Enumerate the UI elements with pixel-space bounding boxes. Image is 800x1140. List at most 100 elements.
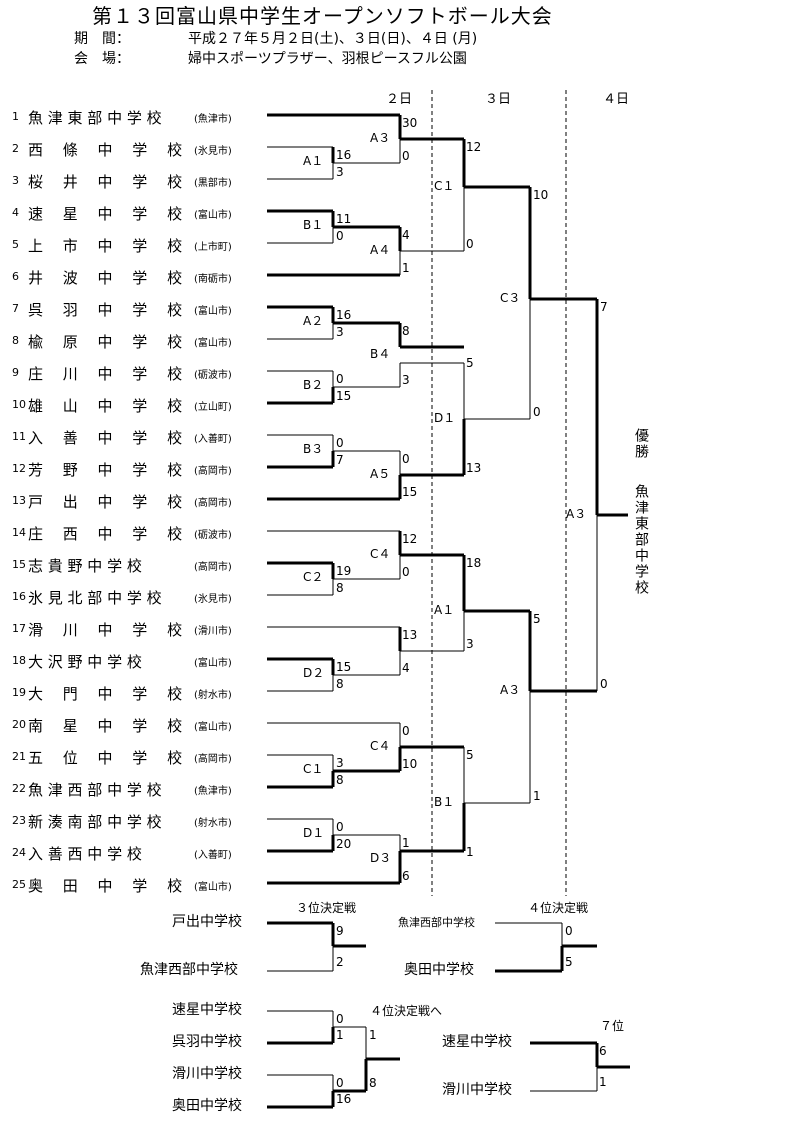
team-name: 井 波 中 学 校	[28, 269, 183, 287]
team-number: 9	[12, 366, 19, 379]
team-row: 7 呉 羽 中 学 校 (富山市)	[12, 297, 262, 319]
score: 3	[336, 165, 344, 179]
team-name: 上 市 中 学 校	[28, 237, 183, 255]
score: 8	[336, 677, 344, 691]
team-number: 14	[12, 526, 26, 539]
score: 19	[336, 564, 352, 578]
score: 5	[565, 955, 573, 969]
team-row: 15 志 貴 野 中 学 校 (高岡市)	[12, 553, 262, 575]
match-label: C１	[434, 179, 455, 193]
third-place-title: ３位決定戦	[296, 901, 357, 915]
team-number: 11	[12, 430, 26, 443]
team-city: (滑川市)	[194, 626, 232, 637]
day-4-header: ４日	[603, 92, 630, 107]
score: 13	[466, 461, 482, 475]
team-city: (上市町)	[194, 242, 232, 253]
score: 0	[402, 149, 410, 163]
team-row: 22 魚 津 西 部 中 学 校 (魚津市)	[12, 777, 262, 799]
score: 1	[402, 261, 410, 275]
team-name: 魚 津 東 部 中 学 校	[28, 109, 162, 127]
team-name: 呉 羽 中 学 校	[28, 301, 183, 319]
team-number: 20	[12, 718, 26, 731]
team-city: (入善町)	[194, 850, 232, 861]
team-name: 戸 出 中 学 校	[28, 493, 183, 511]
team-number: 17	[12, 622, 26, 635]
score: 16	[336, 148, 352, 162]
team-city: (魚津市)	[194, 114, 232, 125]
fourth-team-a: 魚津西部中学校	[398, 916, 475, 929]
team-city: (射水市)	[194, 818, 232, 829]
team-name: 大 門 中 学 校	[28, 685, 183, 703]
team-row: 5 上 市 中 学 校 (上市町)	[12, 233, 262, 255]
team-row: 16 氷 見 北 部 中 学 校 (氷見市)	[12, 585, 262, 607]
match-label: B１	[303, 218, 324, 232]
team-row: 8 楡 原 中 学 校 (富山市)	[12, 329, 262, 351]
team-name: 芳 野 中 学 校	[28, 461, 183, 479]
champion-label: 優勝	[633, 428, 649, 460]
score: 12	[402, 532, 418, 546]
team-row: 3 桜 井 中 学 校 (黒部市)	[12, 169, 262, 191]
team-name: 五 位 中 学 校	[28, 749, 183, 767]
score: 8	[402, 324, 410, 338]
to-fourth-team-4: 奥田中学校	[172, 1098, 242, 1114]
team-city: (高岡市)	[194, 754, 232, 765]
score: 0	[336, 372, 344, 386]
score: 5	[533, 612, 541, 626]
score: 1	[533, 789, 541, 803]
score: 16	[336, 1092, 352, 1106]
match-label: A３	[566, 507, 587, 521]
fourth-place-title: ４位決定戦	[528, 901, 589, 915]
team-city: (高岡市)	[194, 498, 232, 509]
team-name: 魚 津 西 部 中 学 校	[28, 781, 162, 799]
team-name: 雄 山 中 学 校	[28, 397, 183, 415]
team-row: 1 魚 津 東 部 中 学 校 (魚津市)	[12, 105, 262, 127]
match-label: C２	[303, 570, 324, 584]
team-city: (高岡市)	[194, 466, 232, 477]
score: 16	[336, 308, 352, 322]
score: 4	[402, 661, 410, 675]
team-name: 速 星 中 学 校	[28, 205, 183, 223]
third-team-a: 戸出中学校	[172, 914, 242, 930]
day-2-header: ２日	[386, 92, 413, 107]
score: 0	[402, 724, 410, 738]
match-label: A３	[370, 131, 391, 145]
score: 0	[336, 820, 344, 834]
period-value: 平成２７年５月２日(土)、３日(日)、４日 (月)	[188, 31, 478, 47]
team-row: 18 大 沢 野 中 学 校 (富山市)	[12, 649, 262, 671]
team-name: 桜 井 中 学 校	[28, 173, 183, 191]
to-fourth-team-2: 呉羽中学校	[172, 1034, 242, 1050]
match-label: C３	[500, 291, 521, 305]
team-city: (入善町)	[194, 434, 232, 445]
to-fourth-team-3: 滑川中学校	[172, 1066, 242, 1082]
score: 0	[402, 565, 410, 579]
score: 1	[402, 836, 410, 850]
score: 2	[336, 955, 344, 969]
score: 10	[533, 188, 549, 202]
score: 0	[336, 229, 344, 243]
team-number: 21	[12, 750, 26, 763]
team-name: 滑 川 中 学 校	[28, 621, 183, 639]
score: 3	[402, 373, 410, 387]
team-number: 8	[12, 334, 19, 347]
team-city: (富山市)	[194, 882, 232, 893]
team-row: 24 入 善 西 中 学 校 (入善町)	[12, 841, 262, 863]
team-city: (砺波市)	[194, 370, 232, 381]
seventh-team-a: 速星中学校	[442, 1034, 512, 1050]
team-row: 17 滑 川 中 学 校 (滑川市)	[12, 617, 262, 639]
team-row: 25 奥 田 中 学 校 (富山市)	[12, 873, 262, 895]
team-name: 大 沢 野 中 学 校	[28, 653, 142, 671]
score: 20	[336, 837, 352, 851]
team-city: (射水市)	[194, 690, 232, 701]
score: 0	[336, 1076, 344, 1090]
match-label: B１	[434, 795, 455, 809]
team-name: 入 善 中 学 校	[28, 429, 183, 447]
score: 5	[466, 748, 474, 762]
team-number: 19	[12, 686, 26, 699]
team-row: 9 庄 川 中 学 校 (砺波市)	[12, 361, 262, 383]
period-label: 期 間：	[74, 31, 130, 47]
match-label: A５	[370, 467, 391, 481]
seventh-place-title: ７位	[600, 1019, 625, 1033]
team-number: 3	[12, 174, 19, 187]
team-number: 6	[12, 270, 19, 283]
team-city: (富山市)	[194, 658, 232, 669]
